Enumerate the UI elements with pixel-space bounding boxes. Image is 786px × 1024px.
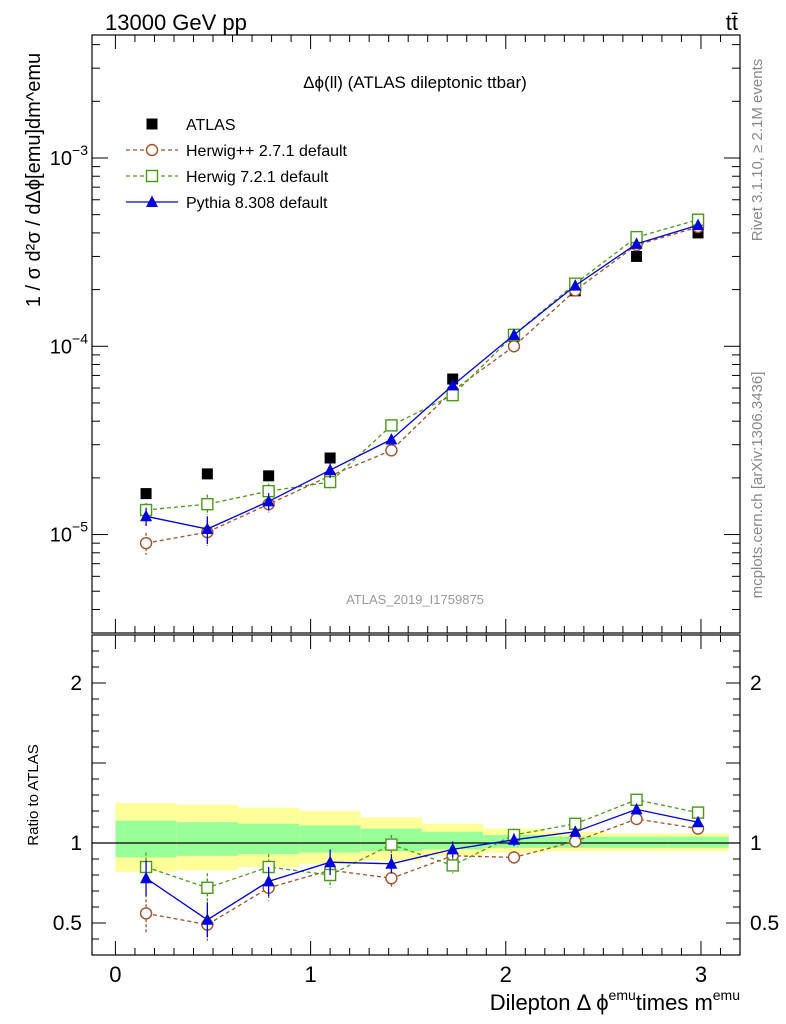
y-tick-label: 10−4 <box>50 330 88 358</box>
series-atlas <box>140 227 704 500</box>
data-point <box>385 444 398 457</box>
x-tick-label: 3 <box>695 962 707 987</box>
data-point <box>139 536 153 550</box>
green-band <box>605 836 668 848</box>
series-line <box>145 224 699 530</box>
data-point <box>201 881 214 894</box>
data-point <box>630 237 643 249</box>
main-title: Δϕ(ll) (ATLAS dileptonic ttbar) <box>303 73 527 92</box>
y-tick-label-left: 1 <box>70 832 82 855</box>
green-band <box>667 836 729 848</box>
series-pythia-8-308-default <box>140 802 705 938</box>
y-tick-label: 10−5 <box>50 519 88 547</box>
main-axes: 10−5 10−4 10−3 <box>50 34 741 634</box>
data-point <box>569 835 582 848</box>
data-point <box>569 825 582 837</box>
data-point <box>140 488 152 500</box>
source-label: mcplots.cern.ch [arXiv:1306.3436] <box>749 372 766 599</box>
green-band <box>115 820 177 858</box>
series-herwig-7-2-1-default <box>139 213 705 518</box>
series-line <box>145 818 699 926</box>
data-point <box>507 833 520 845</box>
series-pythia-8-308-default <box>140 218 705 545</box>
data-point <box>631 250 643 262</box>
data-point <box>692 815 705 828</box>
series-herwig-2-7-1-default <box>139 220 705 555</box>
data-point <box>140 509 153 522</box>
data-point <box>630 802 643 815</box>
legend-entry: Herwig 7.2.1 default <box>126 169 329 186</box>
series-line <box>146 219 699 511</box>
data-point <box>262 494 275 507</box>
main-y-axis-label: 1 / σ d²σ / dΔϕ[emu]dm^emu <box>23 53 45 307</box>
rivet-label: Rivet 3.1.10, ≥ 2.1M events <box>749 59 766 242</box>
data-point <box>324 855 337 868</box>
ratio-series-group <box>139 793 705 941</box>
legend-label: ATLAS <box>186 117 236 134</box>
series-line <box>145 226 699 544</box>
series-line <box>145 808 699 921</box>
data-point <box>385 872 398 885</box>
data-point <box>201 497 214 511</box>
data-point <box>324 463 337 476</box>
data-point <box>262 874 275 887</box>
data-point <box>146 118 158 130</box>
x-tick-label: 2 <box>500 962 512 987</box>
green-band <box>422 831 484 850</box>
energy-label: 13000 GeV pp <box>105 10 247 35</box>
data-point <box>145 143 159 157</box>
analysis-watermark: ATLAS_2019_I1759875 <box>346 592 484 607</box>
data-point <box>446 388 459 402</box>
y-tick-label-right: 0.5 <box>750 912 779 935</box>
data-point <box>385 838 398 851</box>
legend-entry: ATLAS <box>146 117 236 134</box>
data-point <box>201 913 214 925</box>
y-tick-label: 10−3 <box>50 142 88 170</box>
green-band <box>299 825 361 853</box>
legend-entry: Pythia 8.308 default <box>126 195 328 212</box>
data-point <box>446 842 459 855</box>
green-band <box>176 822 238 856</box>
x-tick-label: 1 <box>304 962 316 987</box>
legend-label: Herwig 7.2.1 default <box>186 169 329 186</box>
data-point <box>263 470 275 482</box>
main-series-group <box>139 213 705 555</box>
legend-label: Herwig++ 2.7.1 default <box>186 143 348 160</box>
data-point <box>385 419 398 432</box>
y-tick-label-right: 2 <box>750 672 762 695</box>
process-label: tt̄ <box>726 10 738 35</box>
data-point <box>630 812 643 826</box>
data-point <box>507 328 520 340</box>
data-point <box>692 218 705 231</box>
data-point <box>569 279 582 291</box>
data-point <box>323 475 337 489</box>
data-point <box>385 857 398 869</box>
green-band <box>237 823 300 855</box>
ratio-axes: 0 1 2 3 0.5 1 2 0.5 1 2 <box>53 634 779 987</box>
data-point <box>446 859 459 872</box>
data-point <box>507 851 521 864</box>
data-point <box>139 907 153 920</box>
data-point <box>146 195 158 207</box>
x-tick-label: 0 <box>109 962 121 987</box>
data-point <box>324 452 336 464</box>
y-tick-label-left: 0.5 <box>53 912 82 935</box>
data-point <box>201 468 213 480</box>
legend-entry: Herwig++ 2.7.1 default <box>126 143 348 160</box>
data-point <box>385 432 398 445</box>
y-tick-label-right: 1 <box>750 832 762 855</box>
main-plot-frame <box>91 34 741 634</box>
y-tick-label-left: 2 <box>70 672 82 695</box>
legend: ATLAS Herwig++ 2.7.1 default Herwig 7.2.1 … <box>126 117 348 212</box>
legend-label: Pythia 8.308 default <box>186 195 328 212</box>
x-axis-label: Dilepton Δ ϕemutimes memu <box>490 987 740 1015</box>
ratio-y-axis-label: Ratio to ATLAS <box>25 744 42 845</box>
data-point <box>507 340 521 353</box>
data-point <box>140 871 153 884</box>
data-point <box>201 522 214 535</box>
data-point <box>446 378 459 391</box>
data-point <box>145 169 159 183</box>
